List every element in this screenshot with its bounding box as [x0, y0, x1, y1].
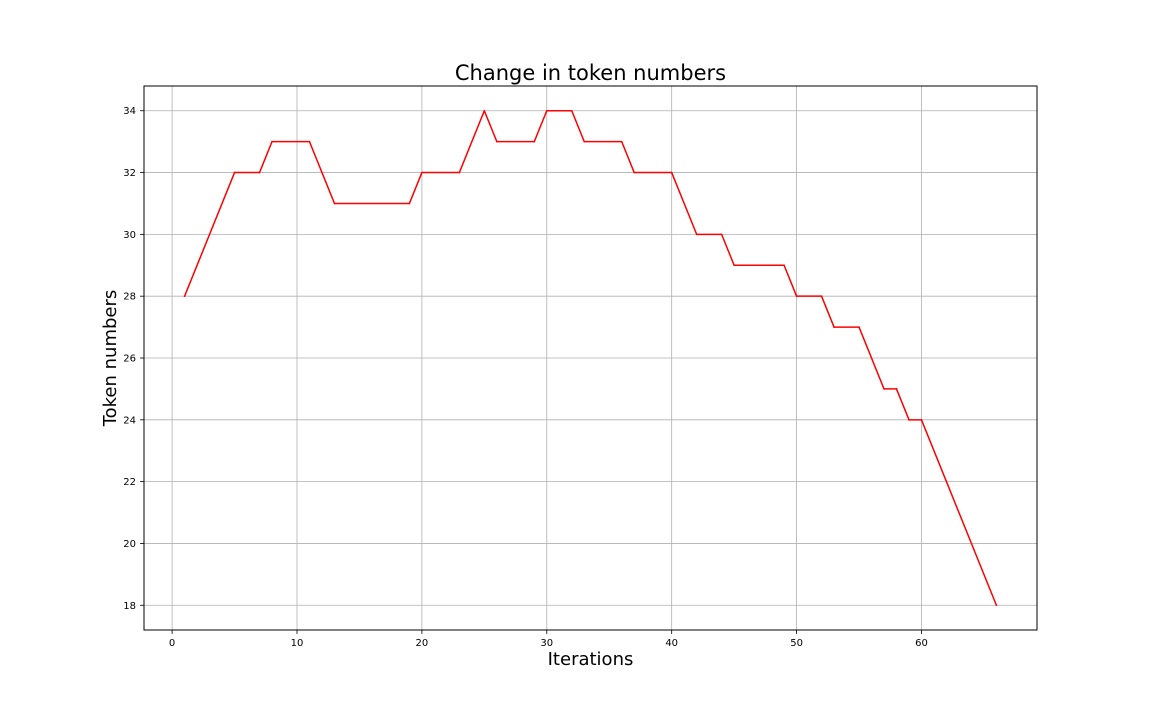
data-point: [858, 326, 860, 328]
x-tick-label: 30: [540, 638, 553, 649]
data-point: [833, 326, 835, 328]
series-line-segment: [308, 140, 336, 205]
data-point: [421, 171, 423, 174]
data-point: [183, 295, 186, 297]
series-line-segment: [920, 419, 998, 607]
y-tick-label: 34: [123, 106, 136, 117]
series-line-segment: [183, 171, 236, 297]
x-tick-label: 50: [790, 638, 803, 649]
data-point: [458, 171, 461, 174]
data-point: [571, 109, 573, 112]
series-line-segment: [783, 264, 798, 297]
series-line-segment: [670, 171, 698, 236]
series-line-segment: [533, 109, 548, 143]
series-line-segment: [858, 326, 885, 390]
x-tick-label: 10: [291, 638, 304, 649]
data-point: [258, 171, 261, 174]
data-point: [670, 171, 673, 174]
y-tick-label: 30: [123, 230, 136, 241]
chart-title: Change in token numbers: [455, 61, 726, 85]
y-tick-label: 18: [123, 601, 136, 612]
series-line-segment: [408, 171, 423, 205]
data-point: [908, 419, 910, 421]
data-point: [583, 140, 586, 143]
data-point: [720, 233, 723, 236]
data-point: [620, 140, 623, 143]
y-tick-label: 26: [123, 354, 136, 365]
data-point: [271, 140, 273, 143]
y-axis-label: Token numbers: [100, 290, 121, 428]
data-point: [795, 295, 798, 297]
y-tick-label: 28: [123, 292, 136, 303]
series-line-segment: [258, 140, 273, 174]
data-point: [408, 202, 411, 205]
data-point: [820, 295, 823, 297]
data-point: [995, 604, 998, 607]
x-tick-label: 20: [416, 638, 429, 649]
y-tick-label: 24: [123, 415, 136, 426]
grid: [144, 86, 1037, 630]
series-line-segment: [483, 109, 498, 143]
data-point: [533, 140, 536, 143]
data-point: [308, 140, 311, 143]
y-tick-label: 22: [123, 477, 136, 488]
axis-ticks: 0 10 20 30 40 50 60 18 20 22 24 26 28 30 32 34: [123, 106, 928, 649]
data-point: [895, 388, 898, 390]
data-point: [920, 419, 923, 421]
data-point: [496, 140, 498, 143]
y-tick-label: 20: [123, 539, 136, 550]
data-point: [695, 233, 698, 236]
data-point: [483, 109, 486, 112]
data-point: [783, 264, 785, 267]
data-point: [733, 264, 735, 267]
series-line-segment: [895, 388, 910, 421]
series-line-segment: [820, 295, 835, 328]
series-line-segment: [720, 233, 735, 267]
series-line-segment: [571, 109, 586, 143]
x-tick-label: 40: [665, 638, 678, 649]
data-point: [546, 109, 548, 112]
series-layer: [183, 109, 998, 607]
series-0: [183, 109, 998, 607]
series-line-segment: [620, 140, 635, 174]
data-point: [883, 388, 885, 390]
data-point: [333, 202, 336, 205]
x-tick-label: 0: [169, 638, 175, 649]
data-point: [633, 171, 635, 174]
y-tick-label: 32: [123, 168, 136, 179]
plot-area-frame: [143, 85, 1038, 631]
data-point: [233, 171, 236, 174]
x-tick-label: 60: [915, 638, 928, 649]
series-line-segment: [458, 109, 486, 174]
x-axis-label: Iterations: [548, 649, 634, 670]
